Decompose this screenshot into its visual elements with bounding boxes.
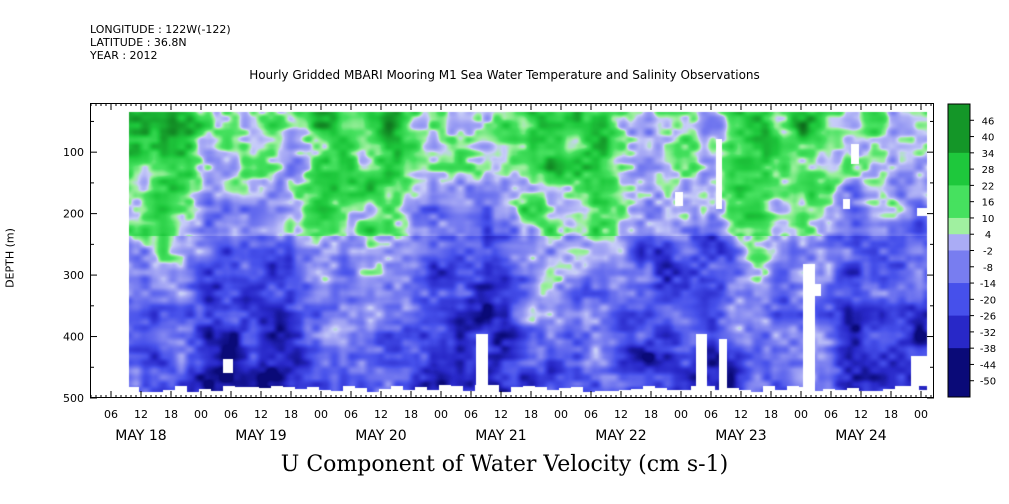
colorbar-swatch <box>948 217 970 235</box>
colorbar-swatch <box>948 104 970 121</box>
latitude-text: LATITUDE : 36.8N <box>90 36 187 49</box>
x-hour-label: 18 <box>644 408 658 421</box>
colorbar-label: -38 <box>980 344 996 355</box>
colorbar-label: -20 <box>980 295 996 306</box>
colorbar-label: 46 <box>982 116 995 127</box>
colorbar-swatch <box>948 169 970 186</box>
x-hour-label: 12 <box>854 408 868 421</box>
x-axis-label: U Component of Water Velocity (cm s-1) <box>280 452 729 477</box>
colorbar-label: 40 <box>982 133 995 144</box>
x-hour-label: 00 <box>674 408 688 421</box>
y-tick-label: 500 <box>63 392 84 405</box>
colorbar-label: -26 <box>980 312 996 323</box>
x-hour-label: 06 <box>104 408 118 421</box>
colorbar-label: -2 <box>983 247 993 258</box>
x-hour-label: 18 <box>404 408 418 421</box>
colorbar-label: 10 <box>982 214 995 225</box>
x-day-label: MAY 24 <box>835 428 886 444</box>
colorbar-swatch <box>948 315 970 333</box>
colorbar-label: -50 <box>980 377 996 388</box>
colorbar-swatch <box>948 250 970 268</box>
x-hour-label: 00 <box>914 408 928 421</box>
colorbar-swatch <box>948 152 970 170</box>
colorbar-swatch <box>948 380 970 398</box>
x-hour-label: 06 <box>344 408 358 421</box>
colorbar-swatch <box>948 266 970 284</box>
y-axis-label: DEPTH (m) <box>3 228 17 288</box>
x-day-label: MAY 19 <box>235 428 286 444</box>
colorbar-label: 16 <box>982 198 995 209</box>
colorbar-swatch <box>948 348 970 365</box>
x-hour-label: 18 <box>284 408 298 421</box>
x-day-label: MAY 23 <box>715 428 766 444</box>
x-hour-label: 00 <box>794 408 808 421</box>
x-hour-label: 06 <box>464 408 478 421</box>
colorbar-label: -32 <box>980 328 996 339</box>
colorbar-swatch <box>948 234 970 251</box>
colorbar-swatch <box>948 136 970 154</box>
plot-frame <box>90 103 934 398</box>
velocity-heatmap <box>91 104 933 397</box>
x-hour-label: 06 <box>224 408 238 421</box>
x-hour-label: 12 <box>374 408 388 421</box>
x-hour-label: 00 <box>434 408 448 421</box>
colorbar-label: -44 <box>980 360 996 371</box>
x-hour-label: 12 <box>494 408 508 421</box>
x-day-label: MAY 18 <box>115 428 166 444</box>
x-hour-label: 06 <box>704 408 718 421</box>
y-tick-label: 200 <box>63 208 84 221</box>
colorbar-swatch <box>948 299 970 317</box>
colorbar-label: 4 <box>985 230 991 241</box>
y-tick-label: 400 <box>63 331 84 344</box>
x-hour-label: 00 <box>554 408 568 421</box>
x-hour-label: 12 <box>134 408 148 421</box>
colorbar-swatch <box>948 364 970 382</box>
y-tick-label: 100 <box>63 146 84 159</box>
x-hour-label: 06 <box>824 408 838 421</box>
colorbar-swatch <box>948 201 970 219</box>
x-hour-label: 00 <box>314 408 328 421</box>
longitude-text: LONGITUDE : 122W(-122) <box>90 23 231 36</box>
colorbar-label: -14 <box>980 279 996 290</box>
year-text: YEAR : 2012 <box>90 49 158 62</box>
x-hour-label: 18 <box>884 408 898 421</box>
x-hour-label: 18 <box>524 408 538 421</box>
x-day-label: MAY 20 <box>355 428 406 444</box>
chart-title: Hourly Gridded MBARI Mooring M1 Sea Wate… <box>249 68 760 82</box>
x-hour-label: 12 <box>254 408 268 421</box>
colorbar-swatch <box>948 283 970 300</box>
colorbar-label: 22 <box>982 181 995 192</box>
colorbar-swatch <box>948 120 970 138</box>
x-hour-label: 06 <box>584 408 598 421</box>
x-hour-label: 12 <box>734 408 748 421</box>
x-day-label: MAY 21 <box>475 428 526 444</box>
x-hour-label: 18 <box>764 408 778 421</box>
colorbar-label: 34 <box>982 149 995 160</box>
x-hour-label: 12 <box>614 408 628 421</box>
colorbar-swatch <box>948 331 970 349</box>
x-hour-label: 00 <box>194 408 208 421</box>
colorbar-label: -8 <box>983 263 993 274</box>
x-hour-label: 18 <box>164 408 178 421</box>
x-day-label: MAY 22 <box>595 428 646 444</box>
y-tick-label: 300 <box>63 269 84 282</box>
colorbar-swatch <box>948 185 970 203</box>
colorbar-label: 28 <box>982 165 995 176</box>
